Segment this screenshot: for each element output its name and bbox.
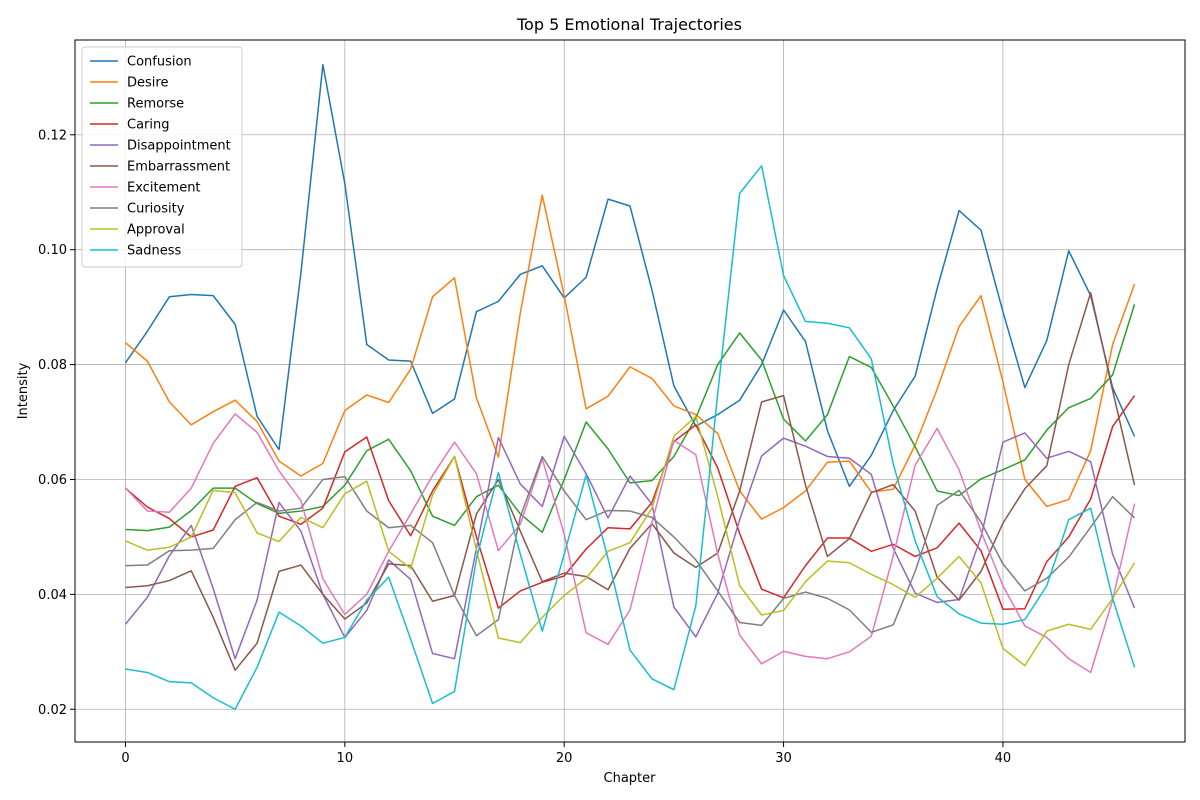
y-axis-ticks: 0.02 0.04 0.06 0.08 0.10 0.12: [38, 128, 75, 718]
legend: Confusion Desire Remorse Caring Disappointme…: [81, 46, 243, 268]
y-tick-label: 0.12: [38, 128, 67, 143]
legend-label-desire: Desire: [127, 76, 168, 91]
grid-lines: [75, 40, 1185, 742]
series-line-embarrassment: [125, 292, 1136, 671]
legend-label-caring: Caring: [127, 118, 170, 133]
y-tick-label: 0.04: [38, 588, 67, 603]
y-tick-label: 0.08: [38, 358, 67, 373]
series-line-desire: [124, 194, 1136, 520]
plot-area-frame: [74, 39, 1186, 743]
legend-label-confusion: Confusion: [127, 55, 192, 70]
series-line-confusion: [124, 63, 1136, 488]
legend-label-sadness: Sadness: [127, 244, 181, 259]
series-line-approval: [125, 415, 1136, 667]
x-tick-label: 20: [556, 751, 573, 766]
legend-label-curiosity: Curiosity: [127, 202, 185, 217]
y-tick-label: 0.10: [38, 243, 67, 258]
x-tick-label: 10: [337, 751, 354, 766]
x-tick-label: 30: [775, 751, 792, 766]
legend-label-remorse: Remorse: [127, 97, 184, 112]
x-tick-label: 0: [121, 751, 129, 766]
y-tick-label: 0.02: [38, 703, 67, 718]
series-line-sadness: [125, 165, 1136, 711]
legend-label-embarrassment: Embarrassment: [127, 160, 230, 175]
x-tick-label: 40: [995, 751, 1012, 766]
series-line-curiosity: [125, 455, 1136, 637]
legend-label-approval: Approval: [127, 223, 185, 238]
chart-title: Top 5 Emotional Trajectories: [516, 15, 742, 34]
legend-label-disappointment: Disappointment: [127, 139, 231, 154]
series-line-excitement: [124, 413, 1136, 674]
y-tick-label: 0.06: [38, 473, 67, 488]
series-lines: [124, 63, 1136, 711]
x-axis-label: Chapter: [604, 771, 657, 786]
x-axis-ticks: 0 10 20 30 40: [121, 742, 1011, 766]
legend-label-excitement: Excitement: [127, 181, 201, 196]
legend-box: [81, 46, 243, 268]
series-line-disappointment: [124, 432, 1136, 660]
y-axis-label: Intensity: [16, 362, 31, 419]
